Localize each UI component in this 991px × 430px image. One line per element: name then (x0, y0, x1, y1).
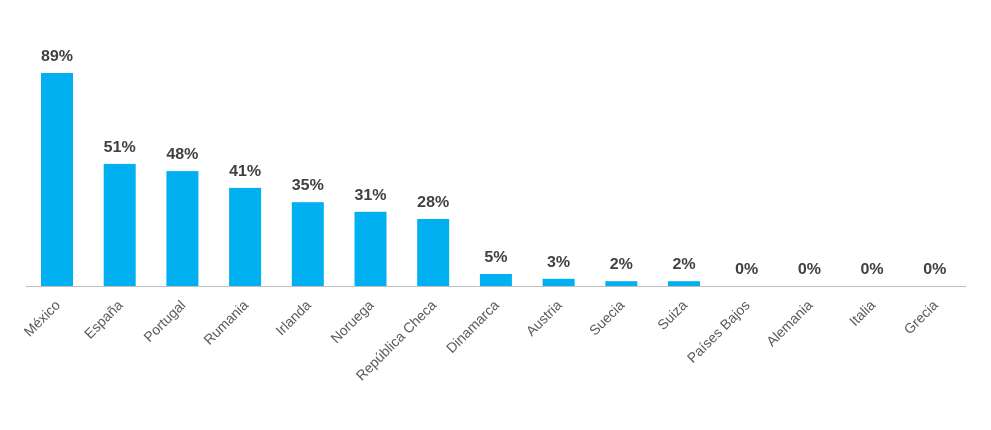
x-tick-label-12: Países Bajos (684, 297, 753, 366)
data-label-4: 41% (229, 163, 261, 180)
bar-6 (354, 211, 387, 286)
x-tick-label-3: Portugal (140, 297, 188, 345)
x-tick-label-6: Noruega (327, 297, 376, 346)
data-label-10: 2% (610, 256, 633, 273)
bar-10 (605, 281, 638, 286)
data-label-12: 0% (735, 261, 758, 278)
data-label-9: 3% (547, 254, 570, 271)
data-label-13: 0% (798, 261, 821, 278)
x-tick-labels-group: México España Portugal Rumania Irlanda Norueg… (20, 297, 941, 384)
data-label-11: 2% (672, 256, 695, 273)
x-tick-label-10: Suecia (586, 297, 628, 339)
x-tick-label-2: España (81, 297, 126, 342)
x-tick-label-11: Suiza (654, 297, 690, 333)
x-tick-label-14: Italia (846, 297, 878, 329)
data-label-3: 48% (166, 146, 198, 163)
x-tick-label-1: México (20, 297, 63, 340)
data-label-8: 5% (484, 249, 507, 266)
data-label-7: 28% (417, 194, 449, 211)
x-tick-label-13: Alemania (763, 297, 816, 350)
data-label-5: 35% (292, 177, 324, 194)
bar-5 (291, 202, 324, 286)
x-tick-label-5: Irlanda (272, 297, 314, 339)
bar-11 (668, 281, 700, 286)
bar-8 (479, 274, 512, 286)
x-tick-label-8: Dinamarca (443, 297, 502, 356)
bar-1 (41, 73, 73, 286)
data-label-15: 0% (923, 261, 946, 278)
data-label-2: 51% (104, 139, 136, 156)
data-label-6: 31% (354, 187, 386, 204)
bar-7 (417, 219, 450, 286)
bar-2 (103, 163, 136, 286)
data-label-14: 0% (861, 261, 884, 278)
data-label-1: 89% (41, 48, 73, 65)
bar-3 (166, 171, 199, 286)
x-tick-label-15: Grecia (900, 297, 941, 338)
bars-group (41, 73, 700, 286)
bar-9 (542, 278, 575, 286)
data-labels-group: 89% 51% 48% 41% 35% 31% 28% 5% 3% 2% 2% 0% 0% 0% 0% (41, 48, 946, 278)
x-tick-label-4: Rumania (200, 297, 251, 348)
x-tick-label-9: Austria (523, 297, 565, 339)
bar-4 (229, 187, 262, 286)
